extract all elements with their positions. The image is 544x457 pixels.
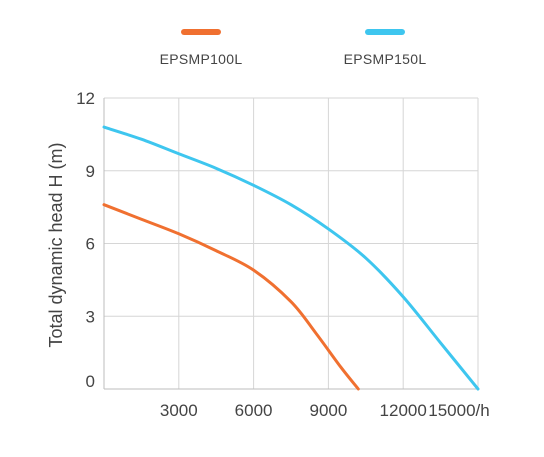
x-tick-label: 6000	[235, 401, 273, 420]
y-tick-labels: 0 3 6 9 12	[76, 89, 95, 391]
y-tick-label: 6	[86, 235, 95, 254]
y-tick-label: 0	[86, 372, 95, 391]
x-tick-label: 15000/h	[428, 401, 489, 420]
legend-label: EPSMP100L	[160, 51, 243, 67]
y-tick-label: 3	[86, 307, 95, 326]
grid	[104, 97, 479, 390]
y-tick-label: 9	[86, 162, 95, 181]
x-tick-label: 12000	[380, 401, 427, 420]
x-tick-labels: 3000 6000 9000 12000 15000/h	[160, 401, 490, 420]
y-tick-label: 12	[76, 89, 95, 108]
series-lines	[102, 125, 480, 391]
legend-label: EPSMP150L	[344, 51, 427, 67]
legend: EPSMP100L EPSMP150L	[160, 29, 427, 67]
x-tick-label: 3000	[160, 401, 198, 420]
y-axis-label: Total dynamic head H (m)	[46, 142, 66, 347]
x-tick-label: 9000	[309, 401, 347, 420]
series-line-epsmp150l	[102, 125, 480, 391]
axes	[103, 98, 478, 390]
series-line-epsmp100l	[102, 203, 360, 391]
